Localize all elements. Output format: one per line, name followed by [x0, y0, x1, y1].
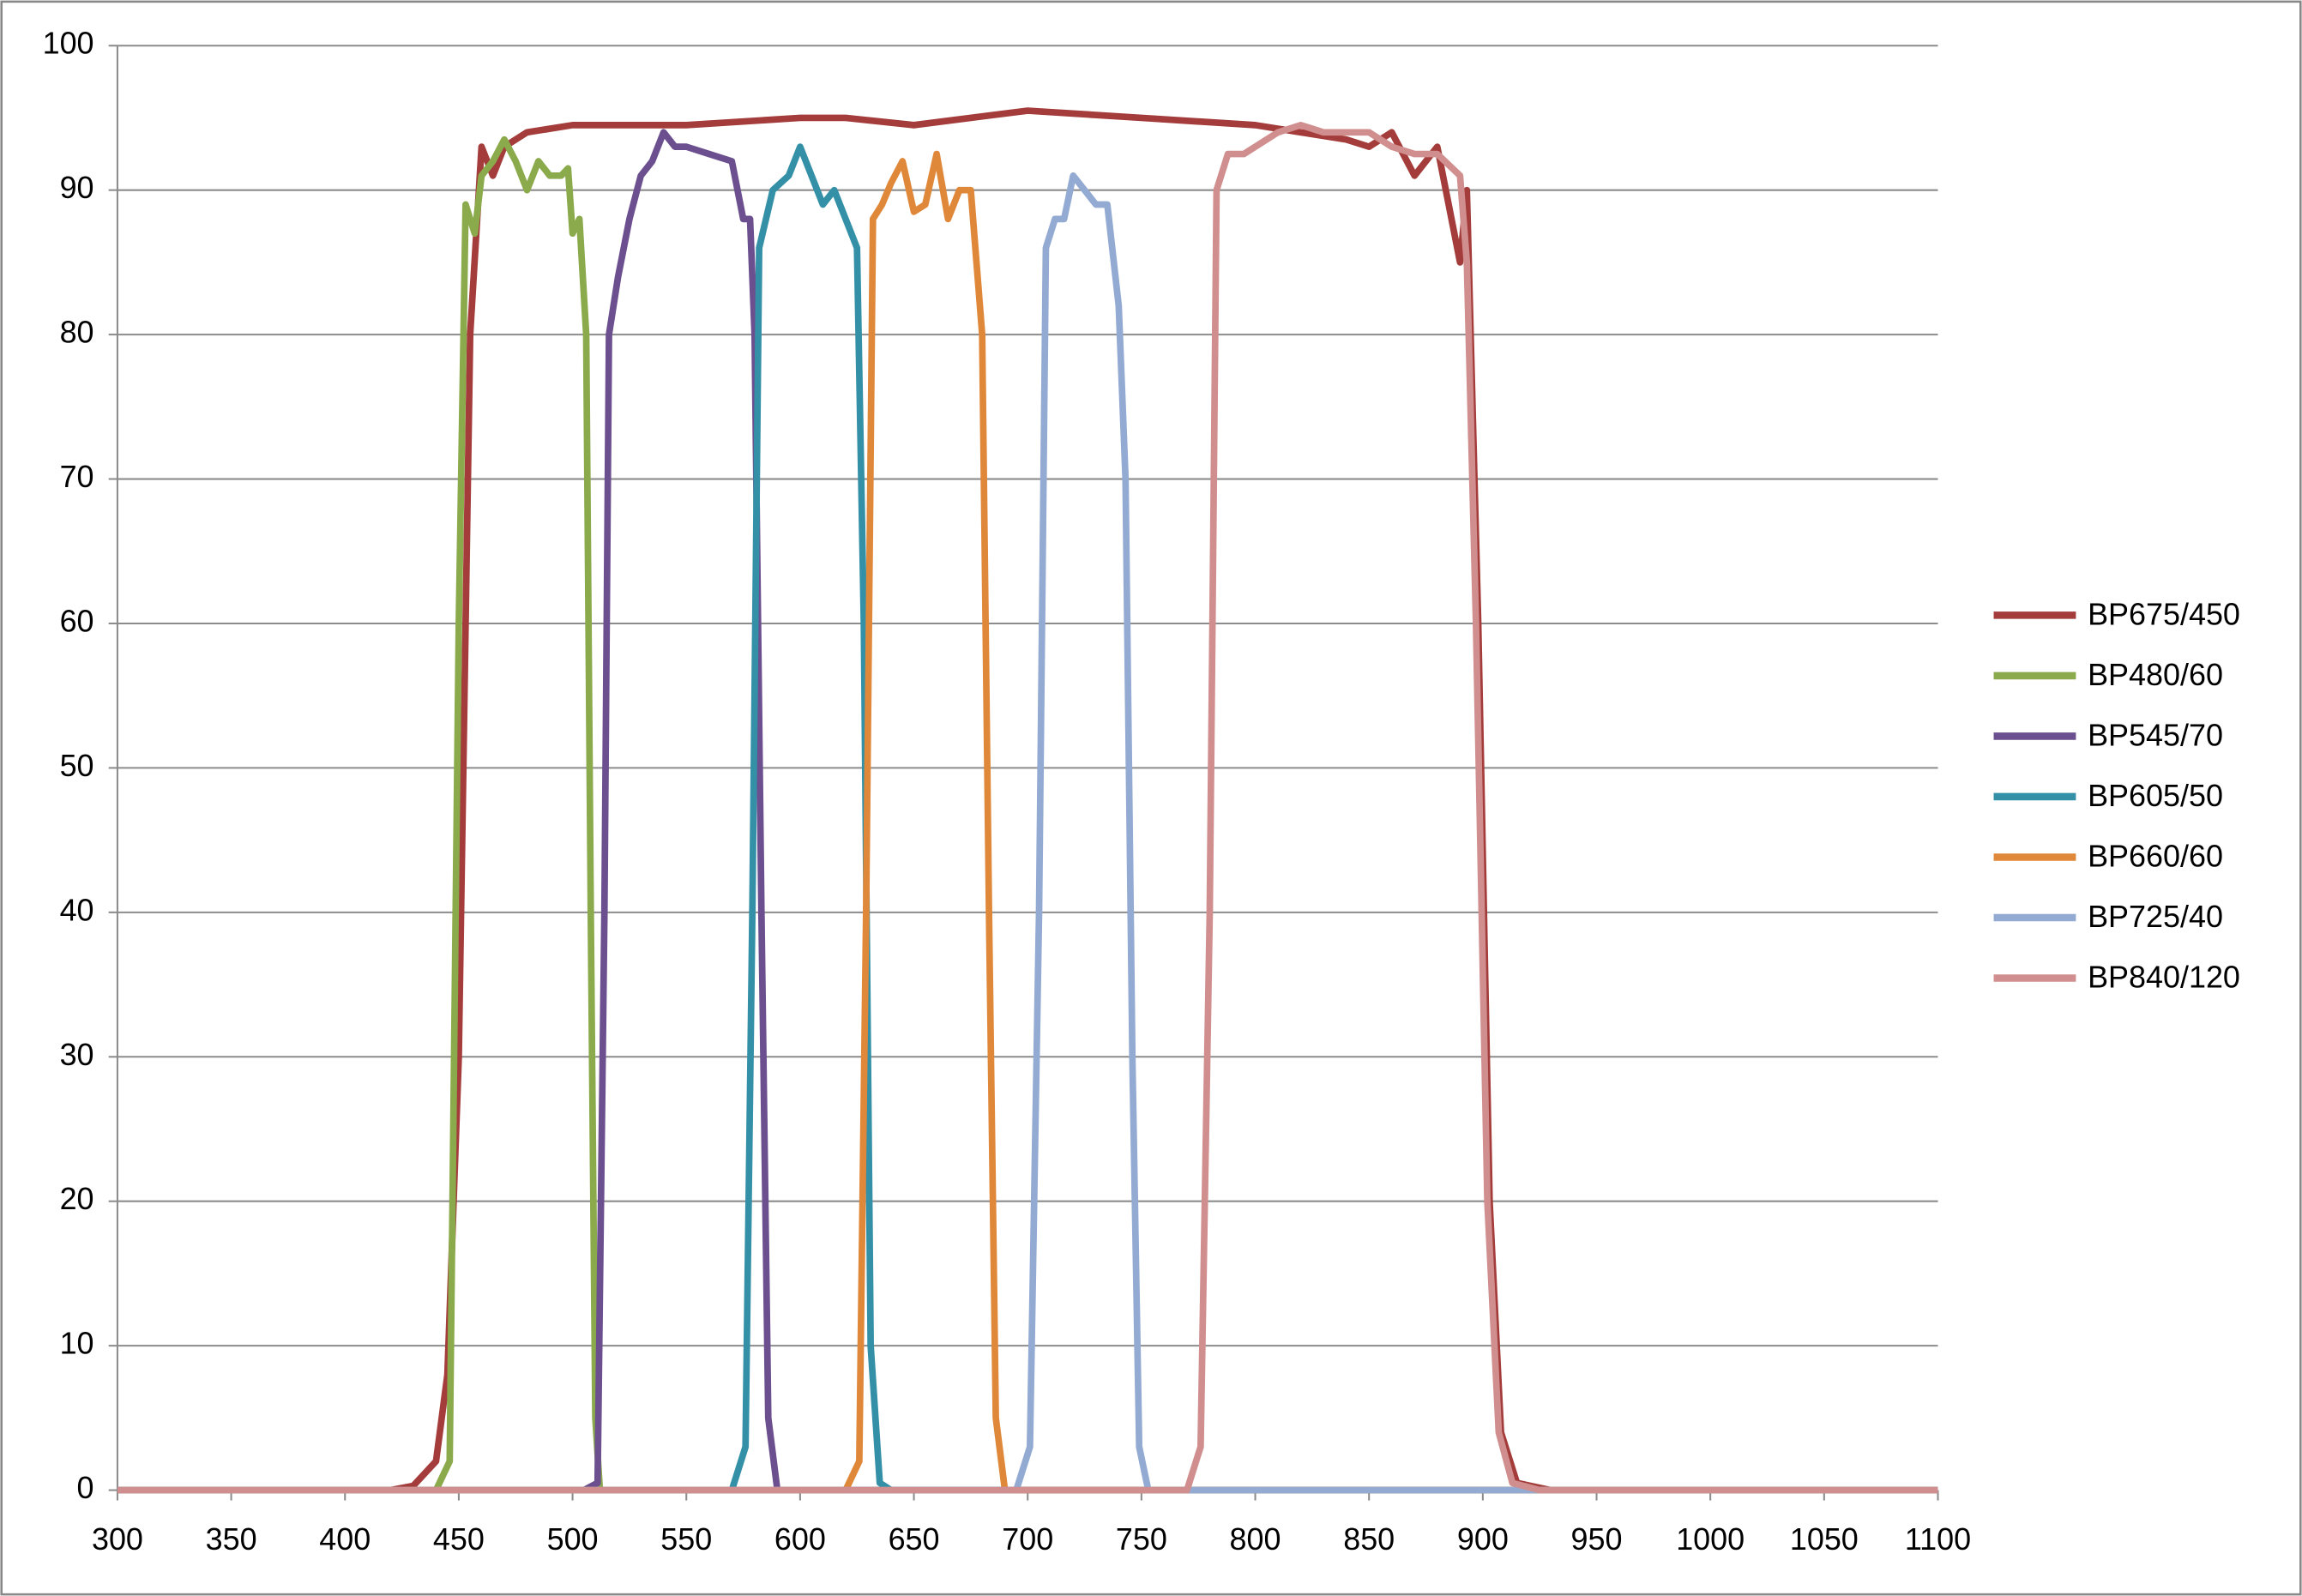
y-tick-label: 90 [60, 170, 94, 205]
x-tick-label: 650 [889, 1521, 940, 1557]
y-tick-label: 10 [60, 1326, 94, 1361]
x-tick-label: 700 [1002, 1521, 1053, 1557]
x-tick-label: 800 [1230, 1521, 1281, 1557]
legend-label: BP605/50 [2088, 778, 2223, 813]
x-tick-label: 450 [433, 1521, 485, 1557]
legend-label: BP545/70 [2088, 718, 2223, 753]
x-tick-label: 850 [1343, 1521, 1395, 1557]
y-tick-label: 80 [60, 315, 94, 350]
series-line [117, 150, 1938, 1494]
legend-label: BP840/120 [2088, 960, 2240, 995]
x-tick-label: 950 [1571, 1521, 1623, 1557]
legend-label: BP660/60 [2088, 839, 2223, 874]
y-tick-label: 70 [60, 459, 94, 494]
y-tick-label: 0 [77, 1470, 94, 1505]
series-line [117, 122, 1938, 1494]
x-tick-label: 500 [547, 1521, 599, 1557]
y-tick-label: 20 [60, 1181, 94, 1216]
x-tick-label: 550 [660, 1521, 712, 1557]
legend-label: BP480/60 [2088, 657, 2223, 692]
series-line [117, 172, 1938, 1494]
x-tick-label: 350 [206, 1521, 257, 1557]
x-tick-label: 1000 [1676, 1521, 1745, 1557]
y-tick-label: 30 [60, 1037, 94, 1072]
series-line [117, 136, 1938, 1494]
y-tick-label: 40 [60, 892, 94, 927]
legend-label: BP675/450 [2088, 597, 2240, 632]
x-tick-label: 300 [92, 1521, 143, 1557]
x-tick-label: 600 [774, 1521, 826, 1557]
y-tick-label: 100 [43, 26, 94, 61]
y-tick-label: 50 [60, 748, 94, 783]
x-tick-label: 400 [319, 1521, 371, 1557]
legend-label: BP725/40 [2088, 899, 2223, 934]
x-tick-label: 750 [1116, 1521, 1167, 1557]
x-tick-label: 900 [1457, 1521, 1509, 1557]
x-tick-label: 1100 [1905, 1521, 1971, 1557]
y-tick-label: 60 [60, 603, 94, 638]
series-line [117, 129, 1938, 1494]
series-line [117, 143, 1938, 1494]
x-tick-label: 1050 [1790, 1521, 1859, 1557]
